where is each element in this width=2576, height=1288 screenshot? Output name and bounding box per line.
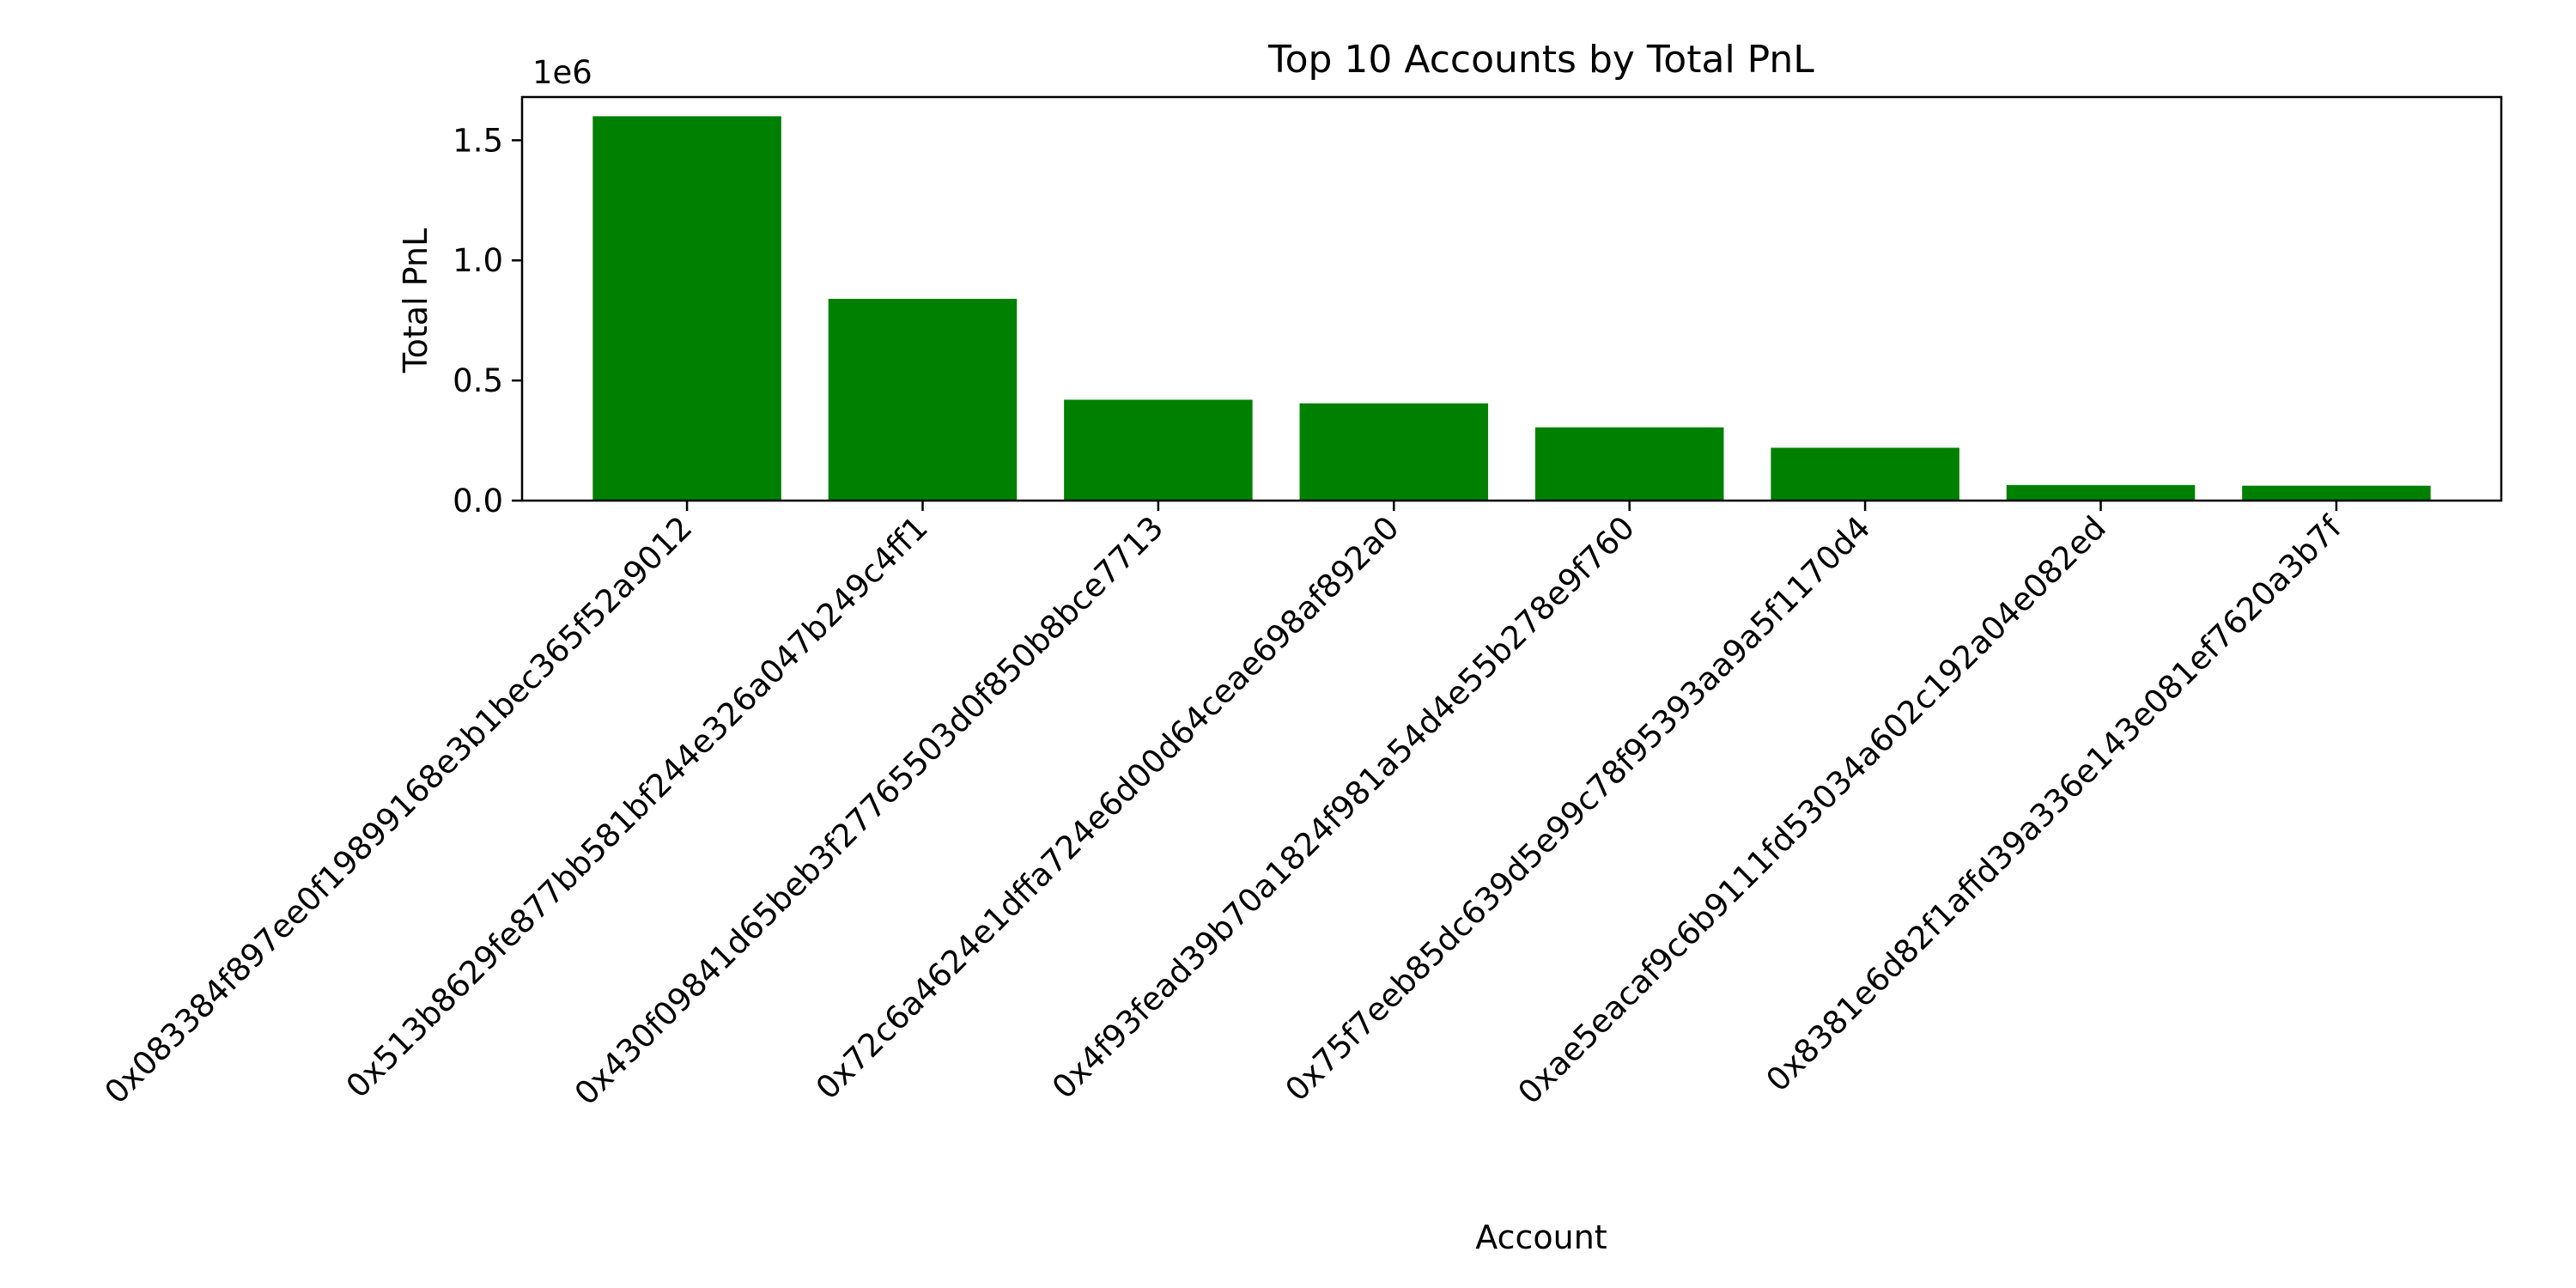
bar-6: [1771, 447, 1959, 501]
bar-4: [1299, 403, 1489, 501]
bar-8: [2242, 485, 2431, 501]
x-axis-label: Account: [1475, 1218, 1607, 1256]
bar-5: [1534, 427, 1724, 501]
y-axis-label: Total PnL: [397, 228, 434, 374]
y-tick-label: 0.0: [453, 483, 503, 519]
y-tick-label: 1.0: [453, 242, 503, 279]
y-tick-label: 1.5: [453, 122, 503, 159]
x-axis-ticks: 0x083384f897ee0f19899168e3b1bec365f52a90…: [98, 501, 2349, 1112]
y-offset-label: 1e6: [532, 54, 592, 91]
bar-3: [1064, 399, 1253, 501]
bar-2: [828, 299, 1018, 501]
chart-title: Top 10 Accounts by Total PnL: [1267, 38, 1814, 82]
bar-7: [2006, 484, 2196, 501]
bars-group: [592, 116, 2431, 501]
bar-1: [592, 116, 781, 501]
plot-frame: [520, 95, 2503, 502]
y-axis-ticks: 0.0 0.5 1.0 1.5: [453, 122, 522, 519]
x-tick-label: 0x8381e6d82f1affd39a336e143e081ef7620a3b…: [1759, 508, 2349, 1098]
y-tick-label: 0.5: [453, 362, 503, 399]
